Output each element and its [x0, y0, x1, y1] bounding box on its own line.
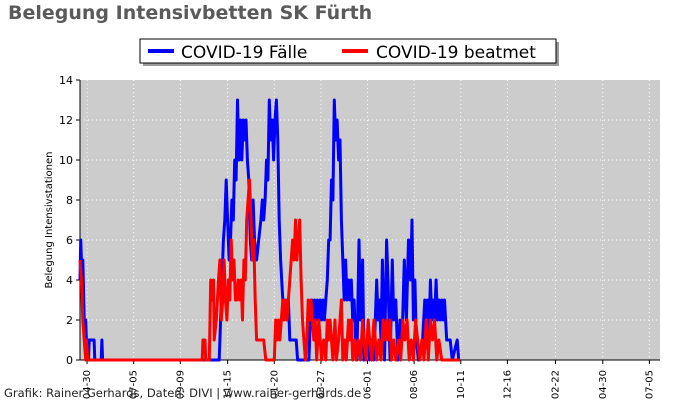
y-tick-label: 4 [66, 274, 73, 287]
x-tick-label: 01-20 [269, 370, 280, 399]
y-tick-label: 8 [66, 194, 73, 207]
x-tick-label: 08-06 [409, 370, 420, 399]
x-tick-label: 10-11 [456, 370, 467, 399]
x-tick-label: 04-30 [82, 370, 93, 399]
grid-lines [80, 80, 660, 360]
y-tick-label: 6 [66, 234, 73, 247]
series-lines [78, 98, 461, 362]
legend-label-faelle: COVID-19 Fälle [181, 43, 307, 63]
y-tick-label: 14 [59, 74, 73, 87]
x-tick-label: 09-09 [175, 370, 186, 399]
legend-label-beatmet: COVID-19 beatmet [376, 43, 536, 63]
y-tick-label: 12 [59, 114, 73, 127]
plot-area [80, 80, 660, 360]
footer-credit: Grafik: Rainer Gerhards, Daten: DIVI | w… [4, 386, 362, 400]
y-tick-label: 0 [66, 354, 73, 367]
y-tick-label: 10 [59, 154, 73, 167]
chart-title: Belegung Intensivbetten SK Fürth [8, 2, 373, 24]
series-line-faelle [78, 98, 461, 362]
x-tick-label: 02-22 [550, 370, 561, 399]
y-axis-label: Belegung Intensivstationen [44, 151, 55, 288]
legend: COVID-19 Fälle COVID-19 beatmet [139, 38, 559, 66]
y-tick-label: 2 [66, 314, 73, 327]
x-tick-label: 04-30 [598, 370, 609, 399]
x-tick-label: 06-01 [363, 370, 374, 399]
series-line-beatmet [78, 178, 461, 362]
x-tick-label: 07-05 [129, 370, 140, 399]
x-tick-label: 11-15 [223, 370, 234, 399]
x-tick-label: 03-27 [316, 370, 327, 399]
y-axis: 0 2 4 6 8 10 12 14 [59, 74, 81, 367]
x-tick-label: 12-16 [502, 370, 513, 399]
x-tick-label: 07-05 [644, 370, 655, 399]
